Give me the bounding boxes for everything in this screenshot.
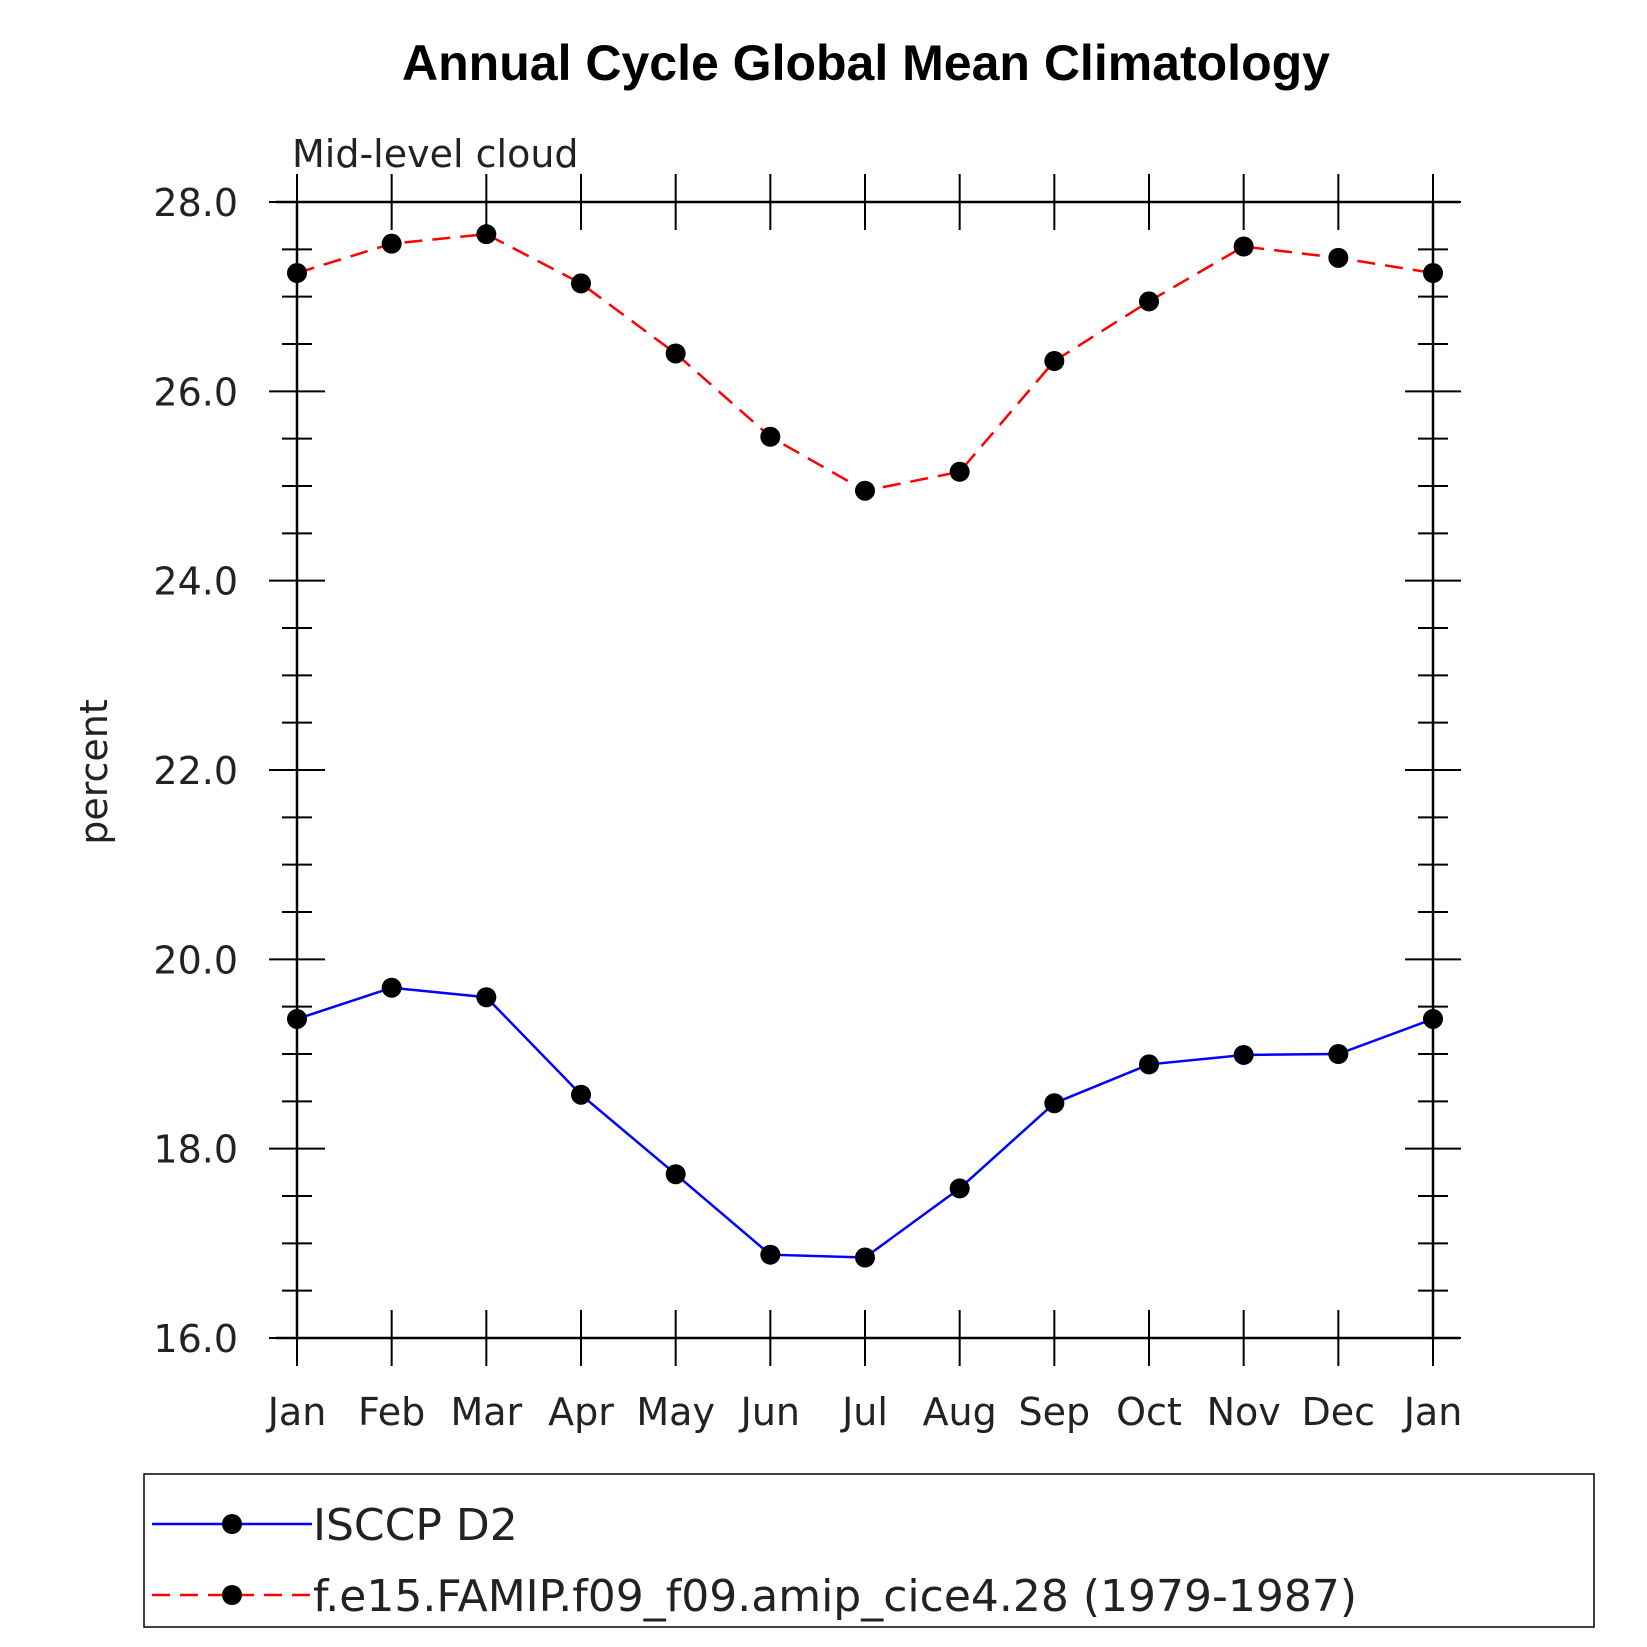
chart-subtitle: Mid-level cloud — [292, 132, 579, 176]
data-point — [287, 1008, 307, 1029]
x-tick-label: Jun — [739, 1390, 800, 1434]
data-point — [1423, 1008, 1443, 1029]
data-point — [1328, 247, 1349, 268]
data-point — [1139, 291, 1159, 312]
data-point — [1139, 1054, 1159, 1075]
y-tick-label: 16.0 — [153, 1317, 238, 1361]
series-layer — [287, 224, 1443, 1268]
data-point — [381, 977, 402, 998]
x-tick-label: Sep — [1019, 1390, 1091, 1434]
data-point — [1044, 1093, 1065, 1114]
chart-title: Annual Cycle Global Mean Climatology — [402, 35, 1330, 91]
series-line — [296, 986, 1434, 1259]
x-tick-label: Nov — [1207, 1390, 1281, 1434]
legend-marker — [222, 1514, 242, 1534]
data-point — [1233, 236, 1254, 257]
x-tick-label: Aug — [923, 1390, 997, 1434]
legend-label: ISCCP D2 — [313, 1500, 518, 1551]
x-tick-label: May — [636, 1390, 715, 1434]
data-point — [287, 263, 307, 283]
legend-marker — [222, 1585, 242, 1605]
y-tick-label: 22.0 — [153, 749, 238, 793]
data-point — [1044, 351, 1065, 372]
x-tick-label: Dec — [1302, 1390, 1376, 1434]
y-tick-label: 24.0 — [153, 560, 238, 604]
data-point — [571, 1084, 591, 1105]
data-point — [571, 273, 591, 294]
x-tick-label: Feb — [358, 1390, 425, 1434]
legend-label: f.e15.FAMIP.f09_f09.amip_cice4.28 (1979-… — [313, 1571, 1357, 1622]
series-0 — [287, 977, 1443, 1268]
x-tick-label: Jan — [1402, 1390, 1463, 1434]
data-point — [1328, 1044, 1349, 1064]
data-point — [665, 1164, 686, 1185]
x-tick-label: Jan — [266, 1390, 327, 1434]
data-point — [760, 426, 781, 447]
axes — [276, 200, 1460, 1340]
x-tick-label: Jul — [840, 1390, 888, 1434]
data-point — [476, 224, 497, 245]
data-point — [1233, 1044, 1254, 1065]
legend-box — [143, 1473, 1595, 1628]
legend: ISCCP D2 f.e15.FAMIP.f09_f09.amip_cice4.2… — [143, 1473, 1595, 1628]
y-tick-label: 18.0 — [153, 1128, 238, 1172]
y-tick-label: 26.0 — [153, 370, 238, 414]
data-point — [760, 1244, 781, 1265]
data-point — [949, 1178, 970, 1199]
series-1 — [287, 224, 1443, 501]
data-point — [855, 480, 875, 501]
data-point — [381, 233, 402, 254]
y-axis-label: percent — [72, 699, 116, 845]
y-ticks: 16.0 18.0 20.0 22.0 24.0 26.0 28.0 — [153, 181, 1461, 1361]
x-tick-label: Oct — [1116, 1390, 1182, 1434]
data-point — [949, 461, 970, 482]
y-tick-label: 28.0 — [153, 181, 238, 225]
x-tick-label: Apr — [548, 1390, 614, 1434]
data-point — [855, 1247, 875, 1268]
data-point — [1423, 263, 1443, 283]
x-tick-label: Mar — [450, 1390, 522, 1434]
y-tick-label: 20.0 — [153, 938, 238, 982]
data-point — [665, 343, 686, 364]
data-point — [476, 987, 497, 1008]
x-ticks: Jan Feb Mar Apr May Jun Jul Aug Sep Oct Nov Dec Jan — [266, 174, 1463, 1434]
series-line — [296, 232, 1434, 493]
